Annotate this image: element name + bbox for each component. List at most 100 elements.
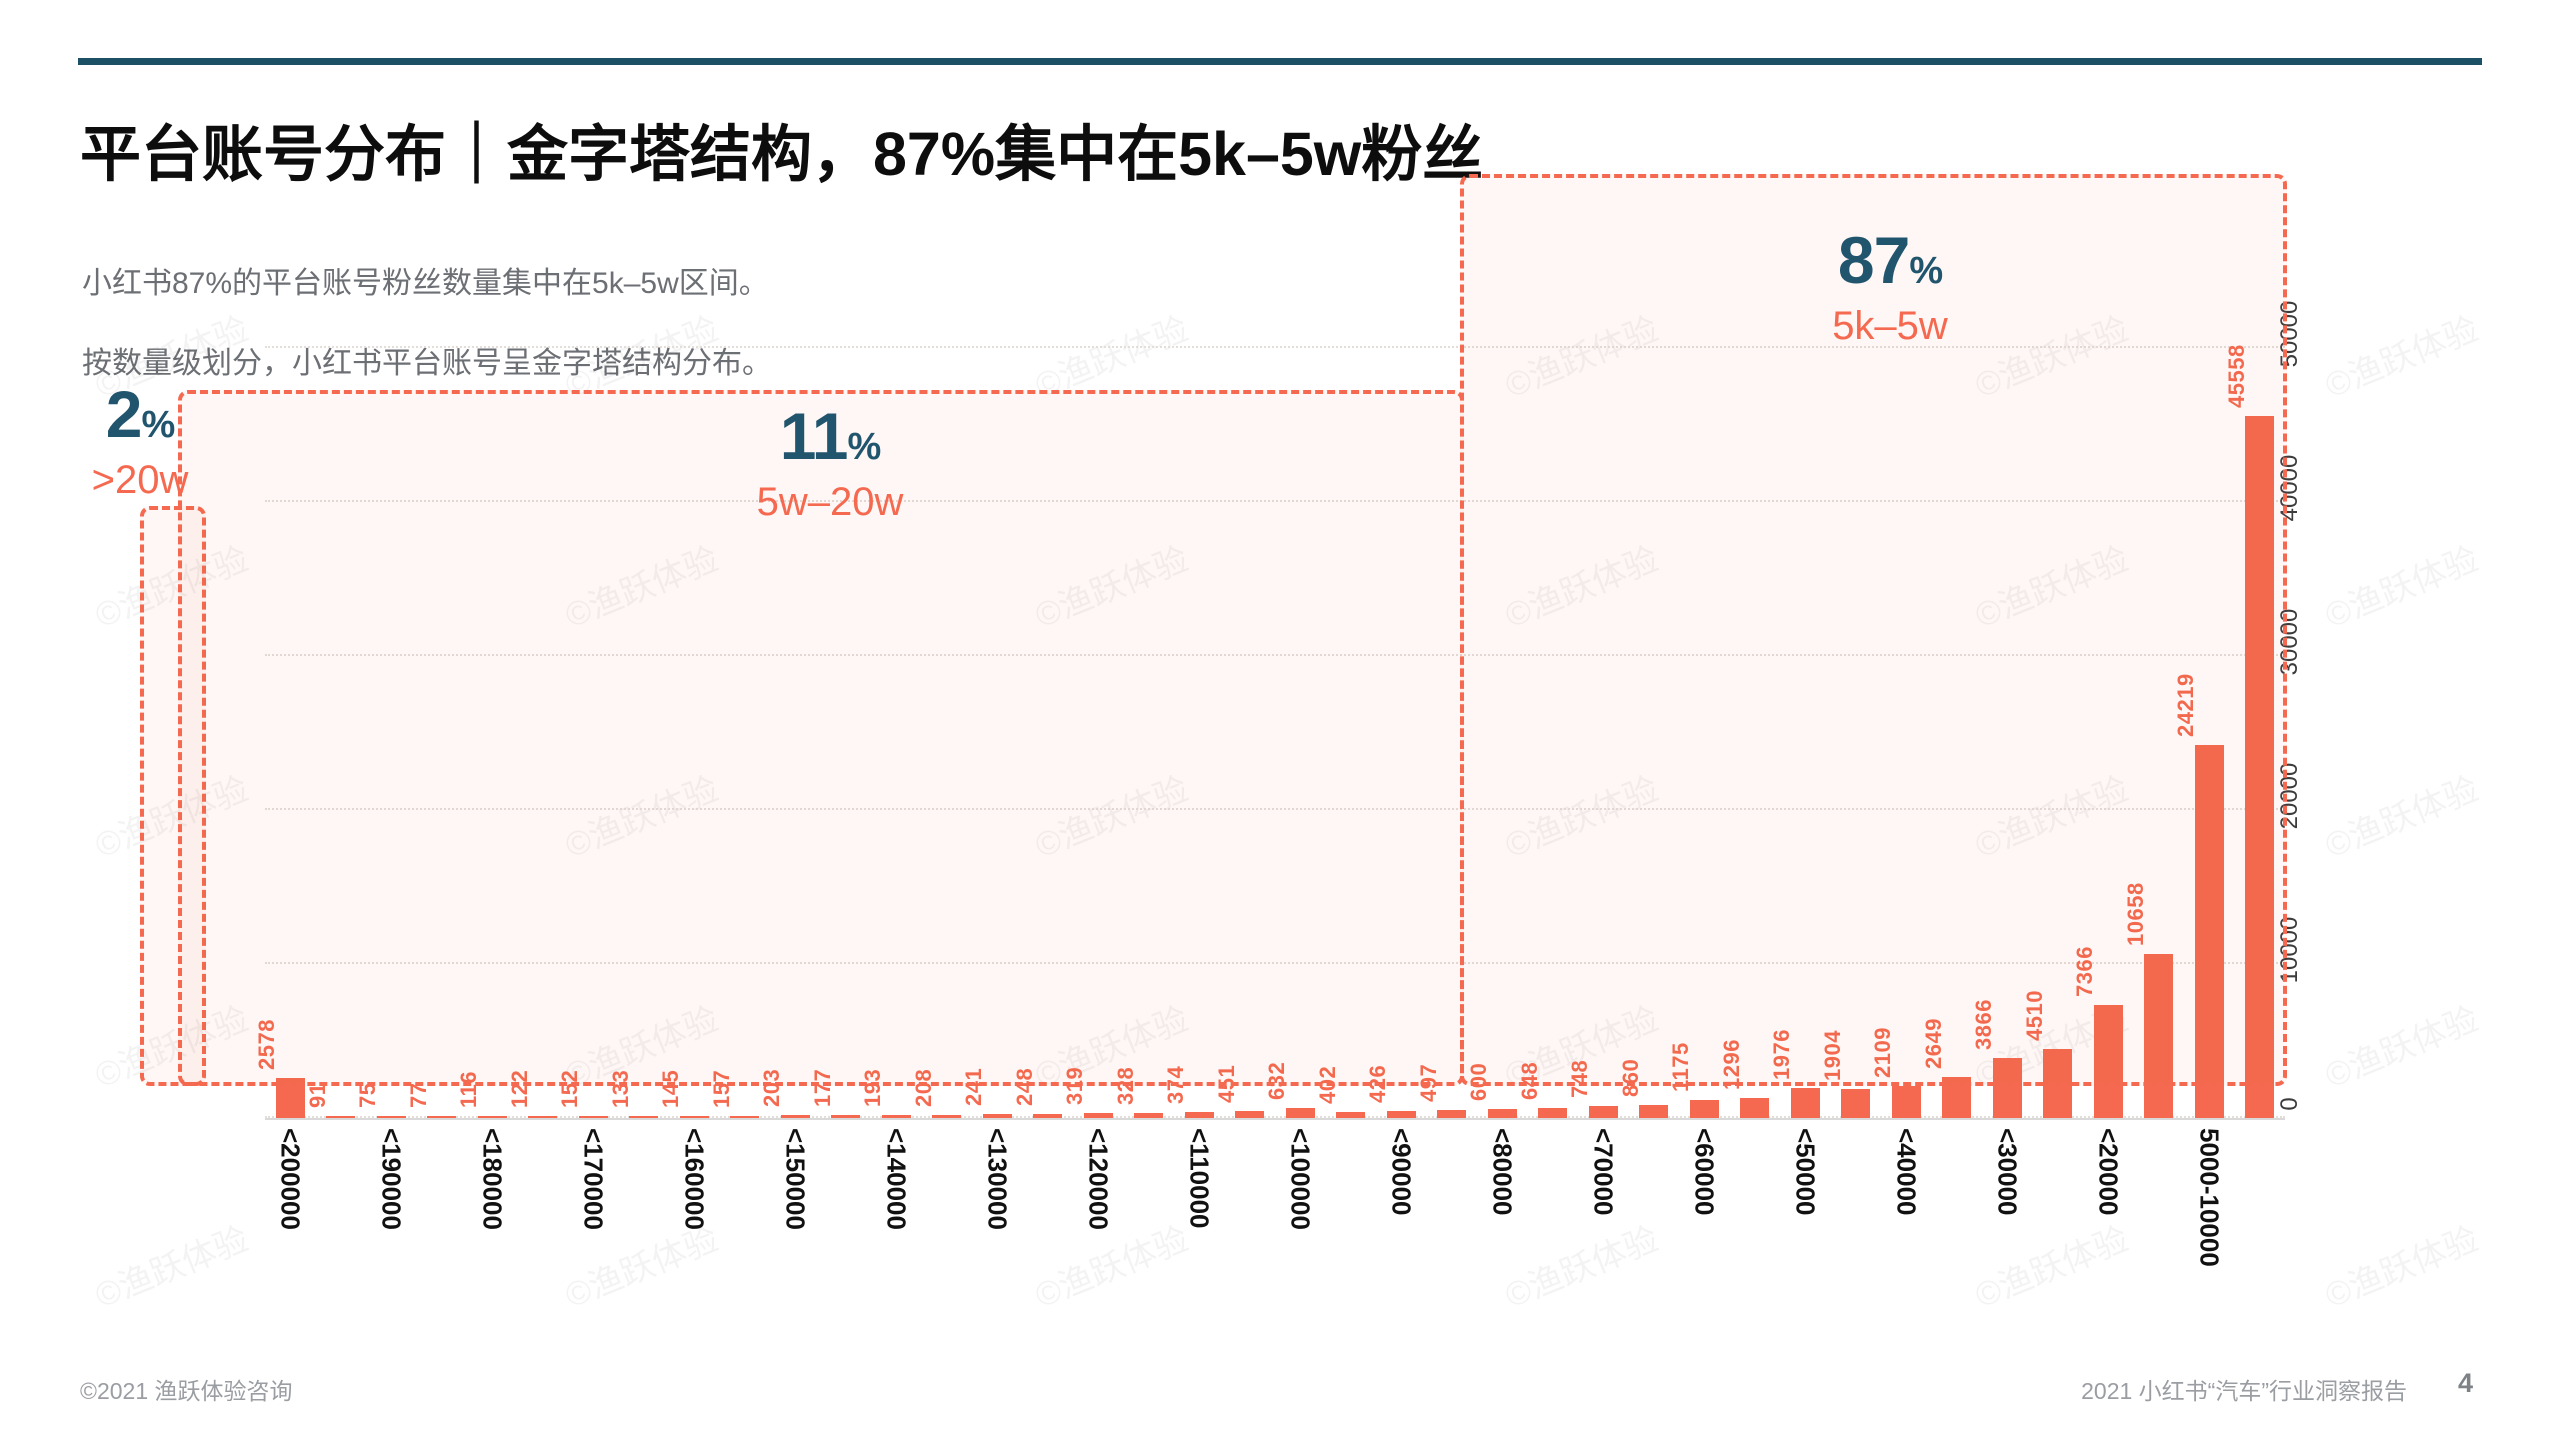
bar[interactable] bbox=[730, 1115, 760, 1118]
bar[interactable] bbox=[2144, 953, 2174, 1118]
bar-cell[interactable]: 122 bbox=[507, 348, 569, 1118]
x-tick-text: <120000 bbox=[1083, 1128, 1114, 1230]
bar-cell[interactable]: 2578 bbox=[254, 348, 316, 1118]
bar-cell[interactable]: 402 bbox=[1315, 348, 1377, 1118]
bar-cell[interactable]: 133 bbox=[608, 348, 670, 1118]
bar[interactable] bbox=[1235, 1111, 1265, 1118]
bar[interactable] bbox=[1841, 1088, 1871, 1118]
bar[interactable] bbox=[1336, 1111, 1366, 1118]
bar[interactable] bbox=[477, 1116, 507, 1118]
bar[interactable] bbox=[2093, 1004, 2123, 1118]
bar[interactable] bbox=[1639, 1104, 1669, 1118]
bar[interactable] bbox=[1992, 1058, 2022, 1118]
bar-cell[interactable]: 748 bbox=[1567, 348, 1629, 1118]
bar-cell[interactable]: 1904 bbox=[1820, 348, 1882, 1118]
x-tick-empty bbox=[1932, 1122, 1983, 1362]
bar-cell[interactable]: 10658 bbox=[2123, 348, 2185, 1118]
bar[interactable] bbox=[1083, 1113, 1113, 1118]
bar-cell[interactable]: 193 bbox=[860, 348, 922, 1118]
bar-cell[interactable]: 248 bbox=[1012, 348, 1074, 1118]
bar-cell[interactable]: 24219 bbox=[2173, 348, 2235, 1118]
x-tick-empty bbox=[1124, 1122, 1175, 1362]
bar-cell[interactable]: 374 bbox=[1163, 348, 1225, 1118]
bar-cell[interactable]: 328 bbox=[1113, 348, 1175, 1118]
bar[interactable] bbox=[1891, 1085, 1921, 1118]
bar-cell[interactable]: 2109 bbox=[1870, 348, 1932, 1118]
bar-value-label: 748 bbox=[1567, 1060, 1593, 1099]
bar[interactable] bbox=[1386, 1111, 1416, 1118]
x-tick-text: <80000 bbox=[1487, 1128, 1518, 1216]
bar[interactable] bbox=[982, 1114, 1012, 1118]
bar[interactable] bbox=[1942, 1077, 1972, 1118]
bar[interactable] bbox=[528, 1116, 558, 1118]
bar[interactable] bbox=[780, 1114, 810, 1118]
bar[interactable] bbox=[275, 1078, 305, 1118]
bar[interactable] bbox=[679, 1115, 709, 1118]
bar-cell[interactable]: 426 bbox=[1365, 348, 1427, 1118]
x-tick-label: <90000 bbox=[1376, 1122, 1427, 1362]
annotation-range-5k-5w: 5k–5w bbox=[1832, 304, 1948, 348]
bar-cell[interactable]: 241 bbox=[961, 348, 1023, 1118]
bar-cell[interactable]: 203 bbox=[759, 348, 821, 1118]
bar-cell[interactable]: 1296 bbox=[1719, 348, 1781, 1118]
bar-cell[interactable]: 632 bbox=[1264, 348, 1326, 1118]
bar[interactable] bbox=[932, 1114, 962, 1118]
bar-cell[interactable]: 451 bbox=[1214, 348, 1276, 1118]
bar-cell[interactable]: 75 bbox=[355, 348, 417, 1118]
bar[interactable] bbox=[578, 1115, 608, 1118]
y-tick-label: 10000 bbox=[2276, 916, 2303, 984]
x-tick-label: <120000 bbox=[1073, 1122, 1124, 1362]
bar[interactable] bbox=[1740, 1098, 1770, 1118]
bar-cell[interactable]: 1175 bbox=[1668, 348, 1730, 1118]
x-tick-label: <170000 bbox=[568, 1122, 619, 1362]
x-tick-empty bbox=[1326, 1122, 1377, 1362]
x-tick-label: <110000 bbox=[1174, 1122, 1225, 1362]
bar-value-label: 7366 bbox=[2072, 945, 2098, 997]
bar-cell[interactable]: 319 bbox=[1062, 348, 1124, 1118]
bar[interactable] bbox=[326, 1116, 356, 1118]
bar-cell[interactable]: 177 bbox=[810, 348, 872, 1118]
annotation-percent-5k-5w: 87% bbox=[1837, 223, 1943, 297]
bar-cell[interactable]: 860 bbox=[1618, 348, 1680, 1118]
bar[interactable] bbox=[881, 1115, 911, 1118]
bar[interactable] bbox=[1689, 1099, 1719, 1118]
bar[interactable] bbox=[1033, 1114, 1063, 1118]
watermark: ©渔跃体验 bbox=[87, 1212, 255, 1318]
bar-cell[interactable]: 600 bbox=[1466, 348, 1528, 1118]
bar-cell[interactable]: 91 bbox=[305, 348, 367, 1118]
bar[interactable] bbox=[1588, 1106, 1618, 1118]
bar[interactable] bbox=[2245, 416, 2275, 1118]
bar[interactable] bbox=[2043, 1048, 2073, 1118]
bar-cell[interactable]: 497 bbox=[1416, 348, 1478, 1118]
bar-cell[interactable]: 4510 bbox=[2022, 348, 2084, 1118]
bar[interactable] bbox=[1790, 1087, 1820, 1118]
bar[interactable] bbox=[831, 1115, 861, 1118]
bar-cell[interactable]: 7366 bbox=[2072, 348, 2134, 1118]
bar-value-label: 45558 bbox=[2223, 344, 2249, 409]
bar-cell[interactable]: 208 bbox=[911, 348, 973, 1118]
bar-cell[interactable]: 116 bbox=[456, 348, 518, 1118]
bar-cell[interactable]: 45558 bbox=[2224, 345, 2286, 1118]
bar[interactable] bbox=[1285, 1108, 1315, 1118]
bar-cell[interactable]: 145 bbox=[658, 348, 720, 1118]
bar[interactable] bbox=[376, 1116, 406, 1118]
bar[interactable] bbox=[1538, 1108, 1568, 1118]
bar-value-label: 600 bbox=[1466, 1062, 1492, 1101]
bar[interactable] bbox=[629, 1115, 659, 1118]
bar-cell[interactable]: 648 bbox=[1517, 348, 1579, 1118]
bar-cell[interactable]: 77 bbox=[406, 348, 468, 1118]
bar-cell[interactable]: 152 bbox=[557, 348, 619, 1118]
x-tick-label: <60000 bbox=[1679, 1122, 1730, 1362]
x-tick-label: 5000-10000 bbox=[2184, 1122, 2235, 1362]
bar[interactable] bbox=[427, 1116, 457, 1118]
bar[interactable] bbox=[1184, 1112, 1214, 1118]
bar[interactable] bbox=[2194, 745, 2224, 1118]
y-tick-label: 20000 bbox=[2276, 762, 2303, 830]
bar[interactable] bbox=[1437, 1110, 1467, 1118]
bar-cell[interactable]: 3866 bbox=[1971, 348, 2033, 1118]
bar[interactable] bbox=[1134, 1112, 1164, 1118]
bar-cell[interactable]: 1976 bbox=[1769, 348, 1831, 1118]
bar[interactable] bbox=[1487, 1108, 1517, 1118]
bar-cell[interactable]: 157 bbox=[709, 348, 771, 1118]
